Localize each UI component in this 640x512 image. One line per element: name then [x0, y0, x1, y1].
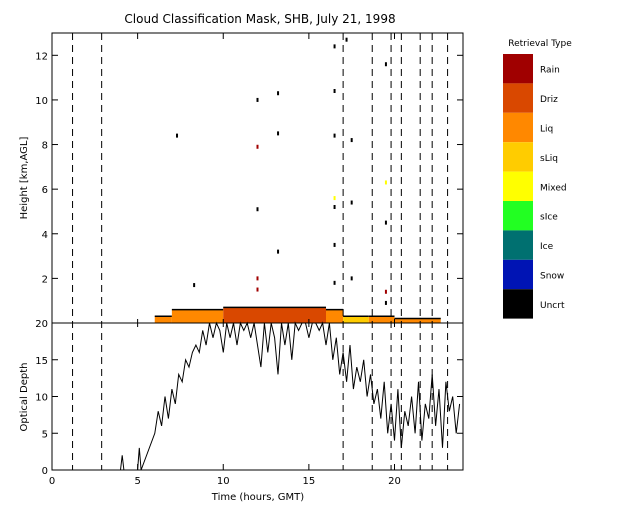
legend-label: Liq: [540, 125, 553, 135]
legend-swatch: [503, 171, 533, 201]
retrieval-type-legend: Retrieval Type Rain Driz Liq sLiq Mixed sIce I…: [503, 39, 572, 319]
cloud-layer-segment: [368, 316, 395, 323]
legend-label: Rain: [540, 66, 560, 76]
legend-title: Retrieval Type: [508, 39, 572, 49]
cloud-point: [384, 220, 387, 225]
cloud-point: [333, 242, 336, 247]
cloud-point: [384, 300, 387, 305]
cloud-point: [333, 205, 336, 209]
cloud-layer-segment: [154, 316, 172, 323]
height-tick-label: 6: [42, 185, 48, 196]
height-tick-label: 10: [35, 96, 48, 107]
cloud-point: [333, 280, 336, 285]
legend-label: Snow: [540, 272, 564, 282]
cloud-point: [256, 207, 259, 212]
height-y-ticks: 2 4 6 8 10 12: [35, 51, 463, 285]
cloud-layer-group: [154, 306, 441, 323]
cloud-point: [277, 131, 280, 136]
legend-label: sLiq: [540, 154, 558, 164]
cloud-point: [384, 289, 387, 294]
legend-swatch: [503, 112, 533, 143]
cloud-point: [256, 144, 259, 149]
height-tick-label: 8: [42, 141, 48, 152]
chart-title: Cloud Classification Mask, SHB, July 21,…: [124, 12, 395, 26]
cloud-points-group: [176, 37, 387, 305]
optical-depth-tick-label: 20: [35, 319, 48, 330]
optical-depth-tick-label: 10: [35, 393, 48, 404]
cloud-point: [333, 89, 336, 93]
cloud-point: [333, 133, 336, 138]
cloud-layer-segment: [394, 318, 441, 323]
cloud-point: [384, 62, 387, 67]
legend-label: Ice: [540, 242, 554, 252]
cloud-point: [333, 196, 336, 201]
legend-label: Driz: [540, 95, 558, 105]
optical-depth-tick-label: 5: [42, 429, 48, 440]
optical-depth-panel: 0 5 10 15 20 Optical Depth: [19, 319, 464, 477]
time-x-ticks: 0 5 10 15 20: [49, 33, 401, 487]
cloud-point: [333, 44, 336, 49]
height-tick-label: 2: [42, 274, 48, 285]
height-tick-label: 4: [42, 230, 48, 241]
cloud-point: [350, 276, 353, 281]
legend-swatch: [503, 259, 533, 290]
cloud-point: [350, 200, 353, 205]
legend-label: sIce: [540, 213, 558, 223]
optical-depth-line: [120, 321, 461, 471]
cloud-point: [277, 91, 280, 96]
cloud-point: [350, 138, 353, 143]
cloud-point: [256, 276, 259, 281]
time-tick-label: 15: [303, 476, 316, 487]
legend-swatch: [503, 289, 533, 319]
legend-items: Rain Driz Liq sLiq Mixed sIce Ice Snow Uncrt: [503, 54, 567, 319]
cloud-point: [277, 249, 280, 254]
time-tick-label: 5: [134, 476, 140, 487]
time-x-axis-label: Time (hours, GMT): [211, 492, 305, 503]
cloud-point: [193, 283, 196, 288]
time-tick-label: 20: [388, 476, 401, 487]
optical-depth-y-axis-label: Optical Depth: [19, 363, 30, 432]
time-tick-label: 0: [49, 476, 55, 487]
height-panel: 2 4 6 8 10 12 Height [km,AGL]: [19, 32, 464, 324]
optical-depth-y-ticks: 0 5 10 15 20: [35, 319, 463, 477]
optical-depth-tick-label: 0: [42, 466, 48, 477]
legend-label: Uncrt: [540, 301, 565, 311]
cloud-layer-segment: [326, 309, 344, 323]
cloud-layer-segment: [223, 307, 326, 323]
cloud-point: [384, 180, 387, 185]
cloud-point: [176, 133, 179, 138]
cloud-point: [256, 287, 259, 292]
optical-depth-tick-label: 15: [35, 356, 48, 367]
cloud-point: [256, 97, 259, 102]
legend-swatch: [503, 83, 533, 113]
height-y-axis-label: Height [km,AGL]: [19, 137, 30, 220]
legend-swatch: [503, 142, 533, 172]
legend-swatch: [503, 54, 533, 84]
time-tick-label: 10: [217, 476, 230, 487]
legend-swatch: [503, 201, 533, 231]
cloud-layer-segment: [171, 309, 224, 323]
cloud-point: [345, 37, 348, 42]
legend-swatch: [503, 230, 533, 260]
height-tick-label: 12: [35, 51, 48, 62]
time-marker-lines: [72, 33, 449, 470]
cloud-layer-segment: [343, 316, 369, 323]
legend-label: Mixed: [540, 183, 567, 193]
